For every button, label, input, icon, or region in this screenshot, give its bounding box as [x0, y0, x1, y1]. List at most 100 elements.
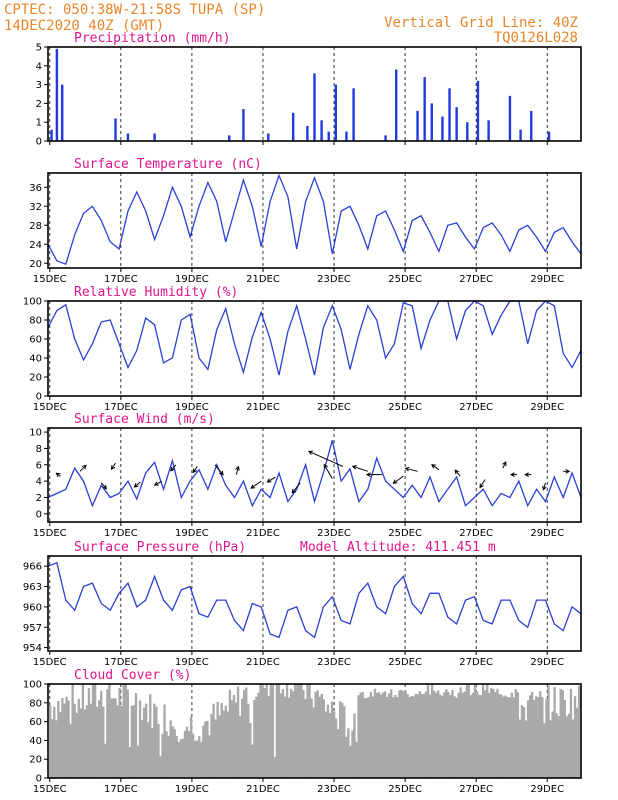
precip-bar-9 [291, 112, 295, 141]
cloud-bar-181 [418, 691, 422, 778]
cloud-bar-148 [351, 730, 354, 778]
precip-title: Precipitation (mm/h) [74, 31, 231, 46]
cloud-bar-111 [275, 684, 279, 778]
cloud-bar-15 [79, 708, 82, 778]
cloud-bar-6 [61, 697, 64, 778]
cloud-bar-255 [569, 688, 573, 778]
rh-ytick-label-3: 60 [29, 335, 42, 346]
wind-wind-arrow-10 [250, 480, 262, 489]
precip-bar-4 [126, 133, 130, 141]
wind-ytick-label-4: 8 [36, 444, 42, 455]
pres-date-label-2: 19DEC [175, 657, 209, 668]
cloud-bar-55 [161, 733, 164, 778]
cloud-bar-110 [273, 756, 277, 778]
temp-date-label-3: 21DEC [246, 274, 280, 285]
rh-ytick-label-4: 80 [29, 316, 42, 327]
wind-wind-arrow-8 [214, 464, 224, 476]
precip-ytick-label-3: 3 [36, 80, 42, 91]
cloud-bar-34 [118, 687, 121, 778]
cloud-bar-79 [210, 713, 213, 778]
temp-date-label-4: 23DEC [317, 274, 351, 285]
cloud-bar-180 [416, 694, 419, 778]
cloud-bar-232 [522, 706, 526, 778]
cloud-bar-81 [214, 719, 217, 778]
cloud-bar-152 [359, 692, 362, 778]
cloud-bar-168 [392, 697, 395, 778]
cloud-bar-27 [104, 743, 107, 778]
cloud-bar-221 [500, 694, 503, 778]
wind-date-label-0: 15DEC [33, 528, 67, 539]
cloud-bar-120 [294, 684, 297, 778]
cloud-bar-63 [177, 741, 181, 778]
wind-wind-arrow-3 [110, 462, 116, 471]
wind-title: Surface Wind (m/s) [74, 412, 215, 427]
cloud-bar-177 [410, 695, 413, 778]
cloud-bar-80 [212, 703, 215, 778]
precip-bar-24 [455, 107, 458, 141]
wind-wind-arrow-15 [351, 465, 368, 472]
header-location: CPTEC: 050:38W-21:58S TUPA (SP) [4, 2, 265, 18]
cloud-bar-71 [194, 740, 197, 778]
wind-wind-arrow-25 [542, 482, 547, 491]
cloud-bar-113 [279, 693, 283, 778]
wind-wind-arrow-16 [365, 472, 383, 477]
cloud-bar-38 [126, 689, 129, 778]
temp-date-label-0: 15DEC [33, 274, 67, 285]
cloud-bar-109 [271, 684, 274, 778]
cloud-bar-212 [481, 684, 485, 778]
cloud-bar-226 [510, 692, 513, 778]
cloud-bar-76 [204, 721, 207, 778]
cloud-date-label-4: 23DEC [317, 784, 351, 795]
cloud-bar-24 [98, 700, 101, 778]
cloud-bar-179 [414, 693, 417, 778]
precip-bar-5 [153, 133, 156, 141]
cloud-bar-54 [159, 756, 162, 778]
cloud-bar-237 [533, 699, 536, 778]
cloud-bar-30 [110, 698, 113, 778]
cloud-bar-154 [363, 698, 366, 778]
precip-bar-3 [114, 118, 117, 141]
cloud-bar-174 [404, 690, 407, 778]
cloud-bar-125 [304, 699, 307, 778]
cloud-bar-172 [400, 689, 403, 778]
cloud-bar-185 [426, 684, 430, 778]
cloud-bar-182 [420, 693, 424, 778]
cloud-bar-142 [339, 701, 342, 778]
cloud-bar-103 [259, 684, 262, 778]
wind-wind-arrow-19 [431, 464, 440, 471]
rh-ytick-label-5: 100 [23, 297, 42, 308]
temp-ytick-label-0: 20 [29, 259, 42, 270]
cloud-bar-160 [375, 692, 379, 778]
precip-ytick-label-0: 0 [36, 137, 42, 148]
cloud-bar-215 [488, 692, 491, 778]
cloud-bar-91 [234, 702, 238, 778]
cloud-bar-41 [132, 705, 136, 778]
cloud-bar-202 [461, 692, 464, 778]
cloud-bar-247 [553, 687, 556, 778]
precip-bar-10 [306, 125, 309, 141]
cloud-bar-233 [524, 720, 528, 778]
cloud-bar-146 [347, 728, 350, 778]
cloud-bar-121 [296, 684, 299, 778]
cloud-bar-49 [149, 694, 152, 778]
cloud-bar-88 [228, 689, 232, 778]
cloud-bar-20 [89, 703, 93, 778]
temp-date-label-2: 19DEC [175, 274, 209, 285]
cloud-bar-28 [106, 689, 109, 778]
cloud-bar-206 [469, 695, 473, 778]
wind-wind-arrow-26 [563, 468, 571, 474]
precip-ytick-label-1: 1 [36, 118, 42, 129]
wind-wind-arrow-11 [266, 476, 276, 483]
precip-ytick-label-4: 4 [36, 61, 42, 72]
cloud-panel: Cloud Cover (%) 0 20 40 60 80 100 15DEC 17DEC 19D… [23, 668, 582, 795]
cloud-bar-5 [59, 712, 62, 778]
wind-wind-arrow-5 [153, 480, 162, 486]
cloud-bar-204 [465, 685, 468, 778]
temp-date-label-6: 27DEC [459, 274, 493, 285]
cloud-bar-224 [506, 697, 509, 778]
cloud-bar-186 [428, 694, 432, 778]
cloud-bar-138 [330, 701, 334, 778]
rh-date-label-0: 15DEC [33, 402, 67, 413]
cloud-bar-192 [441, 695, 444, 778]
cloud-bar-217 [492, 688, 495, 778]
